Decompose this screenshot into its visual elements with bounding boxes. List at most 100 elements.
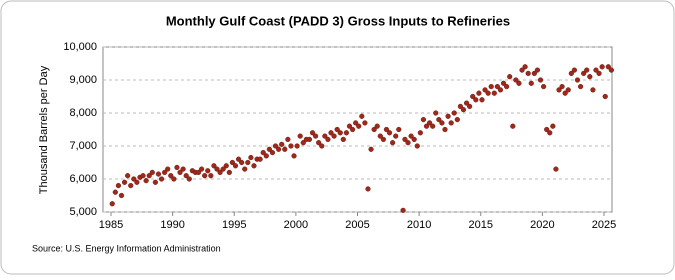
point (251, 163, 257, 169)
point (547, 130, 553, 136)
x-tick-label: 2000 (284, 219, 308, 231)
point (380, 136, 386, 143)
point (263, 153, 269, 159)
point (242, 166, 248, 172)
point (217, 169, 223, 176)
point (590, 87, 596, 93)
point (420, 116, 427, 123)
point (562, 90, 568, 96)
point (195, 169, 202, 176)
y-tick-label: 5,000 (69, 206, 97, 218)
point (476, 90, 482, 96)
point (331, 133, 337, 139)
point (574, 77, 581, 83)
point (396, 126, 402, 133)
point (519, 67, 525, 73)
point (510, 123, 516, 129)
point (245, 159, 251, 166)
point (482, 87, 488, 93)
point (276, 146, 282, 152)
x-tick-label: 2020 (530, 219, 554, 231)
point (208, 173, 214, 179)
point (337, 130, 343, 136)
x-tick-label: 1995 (222, 219, 246, 231)
point (180, 166, 186, 172)
point (177, 169, 183, 176)
y-tick-label: 7,000 (69, 140, 97, 152)
point (408, 133, 414, 139)
point (349, 126, 356, 133)
x-tick-label: 1985 (99, 219, 123, 231)
point (504, 83, 510, 90)
point (550, 123, 556, 129)
point (507, 74, 513, 80)
y-axis-label: Thousand Barrels per Day (38, 65, 50, 194)
point (417, 130, 423, 136)
point (288, 143, 294, 149)
point (131, 176, 137, 182)
point (232, 163, 239, 169)
point (534, 67, 541, 73)
point (433, 110, 439, 116)
point (115, 183, 122, 189)
point (365, 186, 371, 192)
point (467, 103, 473, 110)
point (226, 169, 232, 176)
point (516, 80, 522, 86)
point (229, 159, 236, 166)
point (205, 168, 211, 174)
point (571, 67, 578, 73)
point (386, 130, 393, 136)
point (442, 126, 448, 133)
point (183, 173, 189, 179)
point (587, 74, 593, 80)
y-tick-label: 9,000 (69, 74, 97, 86)
point (294, 143, 300, 149)
source: Source: U.S. Energy Information Administ… (32, 243, 221, 253)
point (285, 136, 291, 143)
point (362, 120, 368, 126)
point (411, 136, 417, 143)
point (165, 166, 171, 172)
point (374, 123, 380, 129)
point (340, 136, 346, 143)
point (149, 169, 155, 176)
point (457, 103, 464, 110)
point (316, 140, 322, 146)
point (371, 126, 377, 133)
point (500, 80, 507, 86)
point (134, 179, 140, 185)
point (414, 143, 420, 149)
point (402, 136, 408, 143)
point (390, 140, 396, 146)
point (451, 110, 457, 116)
point (334, 126, 340, 133)
point (593, 67, 599, 73)
point (235, 156, 242, 162)
point (599, 64, 605, 70)
point (109, 201, 115, 207)
point (513, 77, 519, 83)
point (556, 87, 562, 93)
point (393, 133, 399, 139)
point (405, 140, 411, 146)
point (319, 143, 325, 149)
point (568, 70, 574, 77)
point (257, 156, 263, 162)
point (553, 166, 559, 172)
point (211, 163, 217, 169)
point (306, 136, 313, 143)
point (223, 163, 229, 169)
point (248, 154, 254, 161)
point (146, 173, 152, 179)
point (322, 133, 328, 139)
point (272, 143, 279, 149)
point (282, 146, 288, 152)
point (460, 107, 467, 113)
point (473, 97, 479, 103)
point (155, 171, 162, 177)
point (260, 150, 266, 156)
point (297, 133, 303, 139)
x-tick-label: 2010 (407, 219, 431, 231)
